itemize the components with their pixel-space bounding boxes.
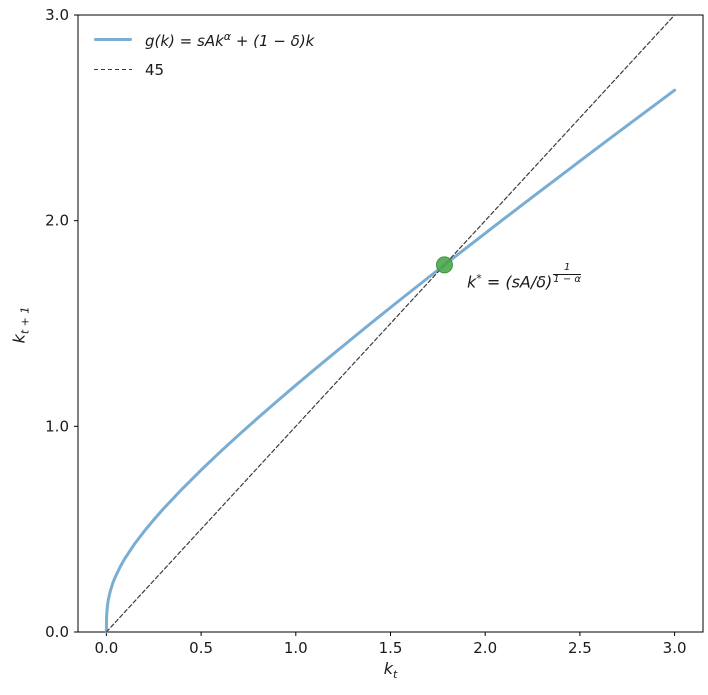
legend-item-g-curve: g(k) = sAkα + (1 − δ)k xyxy=(94,29,314,50)
x-tick-label: 1.5 xyxy=(379,639,403,657)
x-tick-label: 0.0 xyxy=(94,639,118,657)
g-curve-line xyxy=(104,88,677,634)
y-axis-label: kt + 1 xyxy=(9,306,32,344)
legend: g(k) = sAkα + (1 − δ)k 45 xyxy=(94,29,314,80)
y-tick-label: 1.0 xyxy=(45,417,69,435)
fixed-point-marker xyxy=(435,256,453,274)
legend-solid-line-swatch xyxy=(94,38,132,41)
legend-item-45-line: 45 xyxy=(94,59,314,80)
x-axis-label: kt xyxy=(383,659,398,681)
x-tick-label: 0.5 xyxy=(189,639,213,657)
legend-label-g-curve: g(k) = sAkα + (1 − δ)k xyxy=(145,29,315,50)
fixed-point-annotation: k* = (sA/δ) 1 1 − α xyxy=(467,262,581,292)
x-tick-label: 2.0 xyxy=(473,639,497,657)
y-tick-label: 0.0 xyxy=(45,623,69,641)
legend-dashed-line-swatch xyxy=(94,68,132,71)
x-tick-label: 3.0 xyxy=(663,639,687,657)
y-tick-label: 2.0 xyxy=(45,212,69,230)
y-tick-label: 3.0 xyxy=(45,6,69,24)
legend-label-45-line: 45 xyxy=(145,60,165,79)
forty-five-degree-line xyxy=(105,14,676,633)
x-tick-label: 2.5 xyxy=(568,639,592,657)
x-tick-label: 1.0 xyxy=(284,639,308,657)
